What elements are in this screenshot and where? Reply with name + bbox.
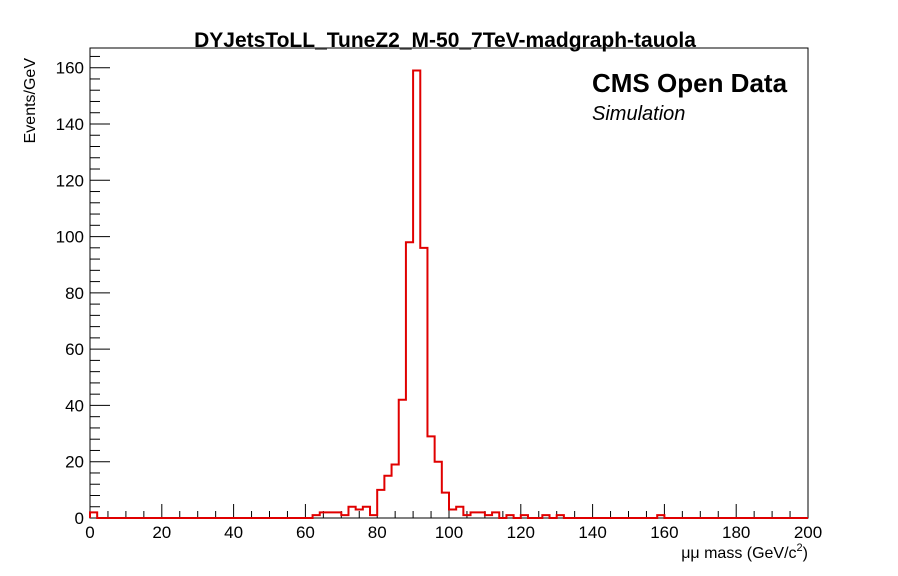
x-tick-label: 120 — [507, 523, 535, 542]
y-tick-label: 140 — [56, 115, 84, 134]
y-axis: 0 20 40 60 80 100 120 140 160 — [56, 55, 110, 528]
x-tick-label: 140 — [578, 523, 606, 542]
x-axis-title-main: μμ mass (GeV/c — [681, 545, 796, 562]
x-axis-title-end: ) — [803, 545, 808, 562]
x-tick-label: 200 — [794, 523, 822, 542]
y-tick-label: 40 — [65, 396, 84, 415]
y-tick-label: 120 — [56, 171, 84, 190]
x-tick-label: 160 — [650, 523, 678, 542]
chart-title: DYJetsToLL_TuneZ2_M-50_7TeV-madgraph-tau… — [194, 29, 696, 52]
x-tick-label: 60 — [296, 523, 315, 542]
x-tick-label: 100 — [435, 523, 463, 542]
x-tick-label: 180 — [722, 523, 750, 542]
x-tick-label: 80 — [368, 523, 387, 542]
plot-frame — [89, 47, 809, 519]
y-tick-label: 80 — [65, 284, 84, 303]
x-tick-label: 40 — [224, 523, 243, 542]
x-axis-title: μμ mass (GeV/c2) — [681, 542, 808, 562]
y-tick-label: 60 — [65, 340, 84, 359]
cms-open-data-label: CMS Open Data — [592, 68, 788, 98]
y-tick-label: 160 — [56, 59, 84, 78]
histogram-series-line — [89, 69, 808, 519]
y-axis-title: Events/GeV — [22, 58, 39, 144]
simulation-label: Simulation — [592, 103, 685, 125]
x-tick-label: 20 — [152, 523, 171, 542]
x-axis-title-sup: 2 — [797, 542, 803, 554]
y-tick-label: 20 — [65, 453, 84, 472]
y-tick-label: 0 — [75, 509, 84, 528]
plot-border — [89, 47, 809, 519]
x-tick-label: 0 — [85, 523, 94, 542]
y-tick-label: 100 — [56, 228, 84, 247]
x-axis: 0 20 40 60 80 100 120 140 160 180 200 — [85, 504, 822, 542]
